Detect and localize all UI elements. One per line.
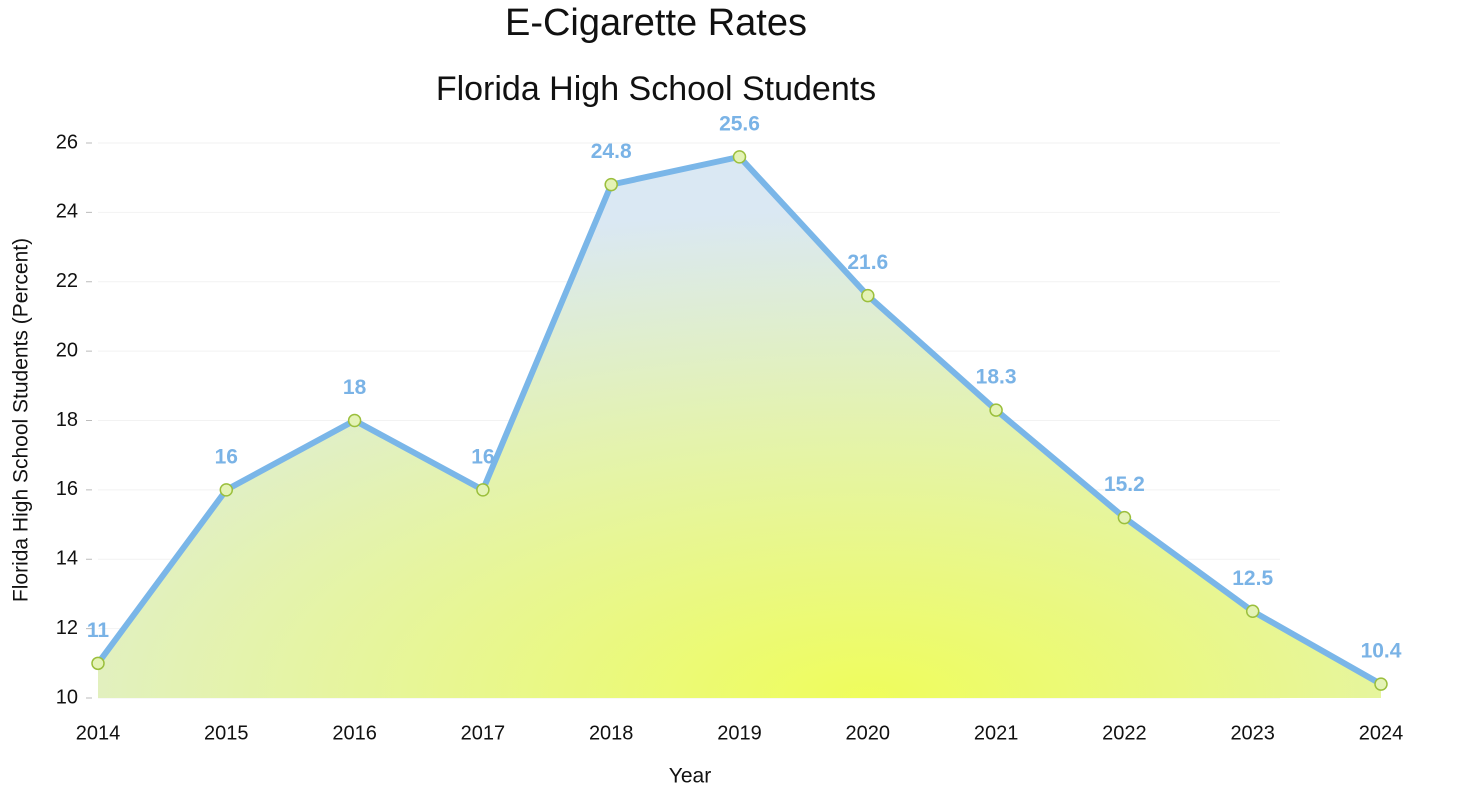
point [347,413,362,428]
point [1374,677,1388,691]
point [219,483,234,497]
x-tick-label: 2024 [1359,722,1404,744]
x-tick-label: 2023 [1230,722,1275,744]
x-tick-label: 2019 [717,722,762,744]
x-tick-label: 2022 [1102,722,1147,744]
x-tick-label: 2016 [332,722,377,744]
value-label: 11 [87,619,110,642]
y-tick-label: 12 [56,617,78,639]
y-axis-label: Florida High School Students (Percent) [10,238,33,602]
x-tick-label: 2020 [846,722,891,744]
y-tick-label: 16 [56,478,78,500]
x-tick-label: 2015 [204,722,249,744]
y-tick-label: 18 [56,409,78,431]
value-label: 16 [215,445,238,468]
point [861,288,875,303]
point [1117,510,1132,525]
value-label: 25.6 [719,112,760,135]
value-label: 12.5 [1232,567,1273,590]
y-tick-label: 22 [56,270,78,292]
x-axis-label: Year [669,765,711,788]
point [989,403,1003,417]
x-tick-label: 2018 [589,722,634,744]
value-label: 18 [343,376,367,399]
point [476,483,490,497]
y-tick-label: 24 [56,201,78,223]
area [98,156,1381,698]
y-tick-label: 20 [56,339,78,361]
value-label: 18.3 [976,366,1017,389]
value-label: 21.6 [847,251,888,274]
y-tick-label: 26 [56,131,78,153]
x-tick-label: 2021 [974,722,1019,744]
point [91,656,105,671]
chart-subtitle: Florida High School Students [436,70,876,108]
value-label: 16 [471,445,494,468]
value-label: 24.8 [591,140,632,163]
x-tick-label: 2014 [76,722,121,744]
y-tick-label: 10 [56,686,78,708]
chart-title: E-Cigarette Rates [505,2,807,44]
point [732,150,747,164]
y-tick-label: 14 [56,548,78,570]
point [1245,604,1260,619]
value-label: 15.2 [1104,473,1145,496]
point [604,177,618,192]
x-tick-label: 2017 [461,722,506,744]
value-label: 10.4 [1361,640,1402,663]
